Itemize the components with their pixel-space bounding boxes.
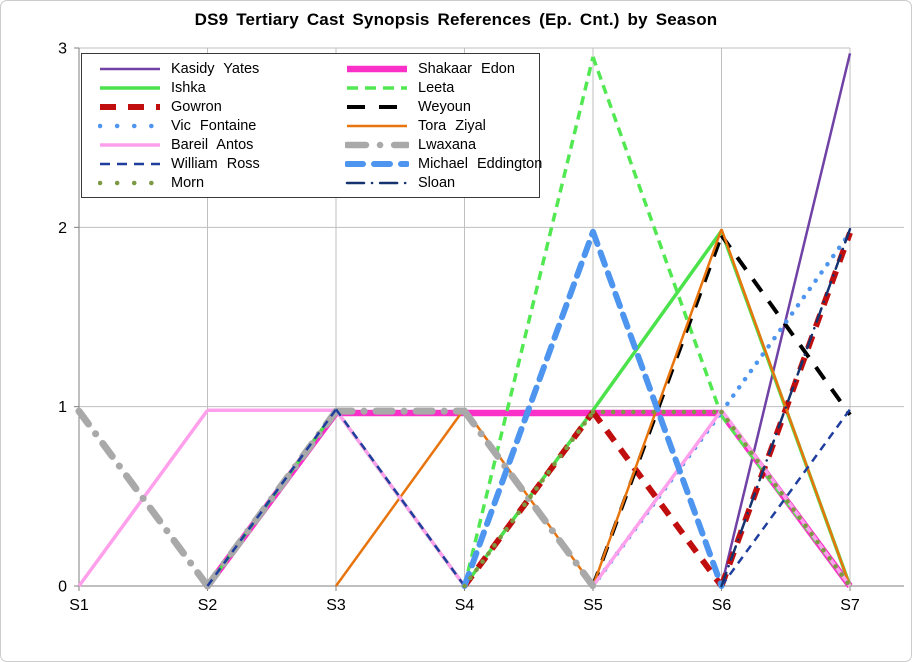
legend-item-kasidy-yates: Kasidy Yates	[98, 60, 345, 78]
chart-title: DS9 Tertiary Cast Synopsis References (E…	[194, 10, 718, 29]
legend-item-morn: Morn	[98, 174, 345, 192]
legend-item-tora-ziyal: Tora Ziyal	[345, 117, 542, 135]
y-tick-label: 2	[58, 220, 67, 237]
legend-item-weyoun: Weyoun	[345, 98, 542, 116]
x-tick-label: S5	[583, 597, 603, 614]
legend-item-michael-eddington: Michael Eddington	[345, 155, 542, 173]
legend-item-gowron: Gowron	[98, 98, 345, 116]
series-line-michael-eddington	[461, 228, 725, 589]
legend-label: Sloan	[418, 174, 456, 191]
series-line-william-ross	[206, 408, 852, 587]
legend-label: Lwaxana	[418, 136, 477, 153]
legend-label: Leeta	[418, 79, 455, 96]
legend-label: Shakaar Edon	[418, 60, 515, 77]
legend-swatch	[347, 104, 407, 109]
legend-label: Bareil Antos	[171, 136, 254, 153]
legend-label: Gowron	[171, 98, 222, 115]
series-line-morn	[462, 409, 853, 589]
legend-label: Tora Ziyal	[418, 117, 486, 134]
x-tick-label: S6	[712, 597, 732, 614]
legend-label: William Ross	[171, 155, 260, 172]
legend-swatch	[345, 181, 409, 184]
legend-swatch	[345, 160, 409, 167]
series-line-sloan	[720, 227, 852, 588]
legend-item-william-ross: William Ross	[98, 155, 345, 173]
legend-label: Morn	[171, 174, 205, 191]
legend-item-bareil-antos: Bareil Antos	[98, 136, 345, 154]
legend-swatch	[347, 124, 407, 127]
legend-swatch	[100, 103, 160, 110]
legend-label: Ishka	[171, 79, 206, 96]
x-tick-label: S4	[455, 597, 475, 614]
legend-swatch	[100, 142, 160, 147]
legend-label: Kasidy Yates	[171, 60, 260, 77]
legend-item-ishka: Ishka	[98, 79, 345, 97]
legend-swatch	[98, 180, 162, 185]
legend-item-vic-fontaine: Vic Fontaine	[98, 117, 345, 135]
legend-swatch	[100, 67, 160, 70]
x-tick-label: S3	[326, 597, 346, 614]
legend-swatch	[345, 141, 409, 148]
legend-swatch	[347, 65, 407, 72]
legend-item-shakaar-edon: Shakaar Edon	[345, 60, 542, 78]
legend-swatch	[100, 85, 160, 90]
legend-label: Michael Eddington	[418, 155, 543, 172]
legend-item-leeta: Leeta	[345, 79, 542, 97]
legend-swatch	[347, 85, 407, 90]
x-tick-label: S2	[198, 597, 218, 614]
legend-label: Weyoun	[418, 98, 471, 115]
y-tick-label: 3	[58, 41, 67, 58]
legend-label: Vic Fontaine	[171, 117, 257, 134]
legend-item-lwaxana: Lwaxana	[345, 136, 542, 154]
legend-swatch	[100, 162, 160, 165]
x-tick-label: S7	[840, 597, 860, 614]
y-tick-label: 0	[58, 579, 67, 596]
x-tick-label: S1	[69, 597, 89, 614]
series-line-lwaxana	[75, 407, 597, 590]
legend-item-sloan: Sloan	[345, 174, 542, 192]
y-tick-label: 1	[58, 399, 67, 416]
legend-swatch	[98, 123, 162, 128]
legend: Kasidy Yates Shakaar Edon Ishka Leeta Gowron…	[81, 53, 542, 198]
